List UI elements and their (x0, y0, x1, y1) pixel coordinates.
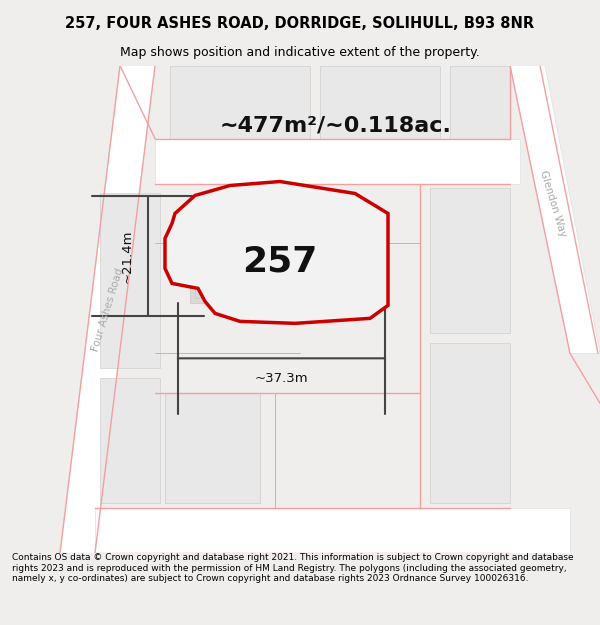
Polygon shape (60, 66, 155, 553)
Polygon shape (510, 66, 600, 353)
Text: ~477m²/~0.118ac.: ~477m²/~0.118ac. (220, 116, 452, 136)
Polygon shape (190, 214, 295, 303)
Polygon shape (100, 378, 160, 503)
Polygon shape (165, 393, 260, 503)
Polygon shape (320, 66, 440, 139)
Text: 257: 257 (242, 244, 317, 278)
Polygon shape (95, 508, 570, 553)
Polygon shape (450, 66, 510, 139)
Polygon shape (195, 214, 310, 298)
Text: Four Ashes Road: Four Ashes Road (91, 266, 125, 352)
Text: ~37.3m: ~37.3m (254, 372, 308, 385)
Text: Map shows position and indicative extent of the property.: Map shows position and indicative extent… (120, 46, 480, 59)
Polygon shape (165, 393, 260, 503)
Polygon shape (430, 343, 510, 503)
Text: Glendon Way: Glendon Way (538, 169, 568, 238)
Polygon shape (100, 194, 160, 368)
Text: Contains OS data © Crown copyright and database right 2021. This information is : Contains OS data © Crown copyright and d… (12, 553, 574, 583)
Text: 257, FOUR ASHES ROAD, DORRIDGE, SOLIHULL, B93 8NR: 257, FOUR ASHES ROAD, DORRIDGE, SOLIHULL… (65, 16, 535, 31)
Polygon shape (165, 181, 388, 323)
Text: ~21.4m: ~21.4m (121, 229, 134, 282)
Polygon shape (430, 189, 510, 333)
Polygon shape (170, 66, 310, 139)
Polygon shape (155, 139, 520, 184)
